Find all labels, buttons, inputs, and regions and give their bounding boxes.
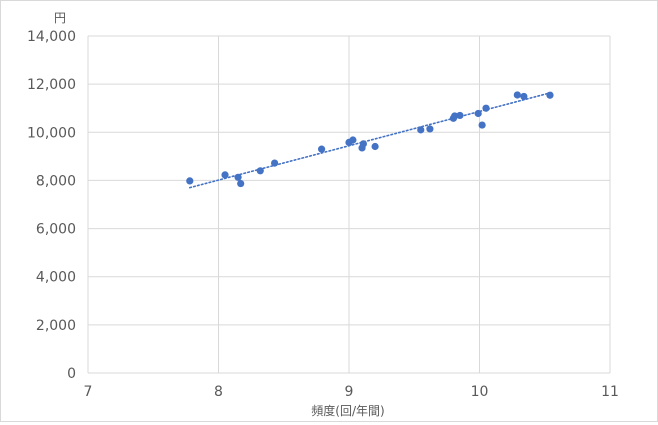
y-tick-label: 4,000	[36, 270, 76, 286]
data-points	[186, 91, 554, 188]
y-tick-label: 10,000	[27, 125, 76, 141]
x-tick-label: 9	[345, 384, 354, 400]
tick-labels: 0 2,000 4,000 6,000 8,000 10,000 12,000 14,000 7…	[27, 29, 619, 400]
data-point	[520, 92, 528, 101]
data-point	[221, 171, 229, 179]
data-point	[456, 111, 464, 120]
data-point	[186, 177, 194, 185]
y-axis-title: 円	[54, 11, 66, 25]
data-point	[371, 142, 379, 151]
data-point	[513, 91, 521, 99]
data-point	[359, 140, 367, 148]
data-point	[474, 109, 482, 118]
y-tick-label: 12,000	[27, 77, 76, 93]
data-point	[237, 179, 245, 188]
data-point	[349, 136, 357, 144]
data-point	[271, 159, 279, 167]
gridlines	[87, 35, 611, 374]
x-tick-label: 11	[601, 384, 619, 400]
data-point	[234, 173, 242, 181]
y-tick-label: 6,000	[36, 222, 76, 238]
data-point	[482, 104, 490, 112]
x-tick-label: 10	[471, 384, 489, 400]
y-tick-label: 8,000	[36, 173, 76, 189]
y-tick-label: 14,000	[27, 29, 76, 45]
trendline	[188, 91, 553, 189]
data-point	[546, 91, 554, 99]
data-point	[426, 125, 434, 133]
data-point	[478, 121, 486, 129]
data-point	[317, 145, 326, 153]
linear-trendline	[188, 91, 553, 189]
x-tick-label: 7	[84, 384, 93, 400]
x-tick-label: 8	[214, 384, 223, 400]
y-tick-label: 0	[67, 366, 76, 382]
x-axis-title: 頻度(回/年間)	[311, 403, 384, 418]
data-point	[256, 167, 264, 175]
data-point	[451, 112, 459, 120]
y-tick-label: 2,000	[36, 318, 76, 334]
data-point	[417, 126, 425, 134]
